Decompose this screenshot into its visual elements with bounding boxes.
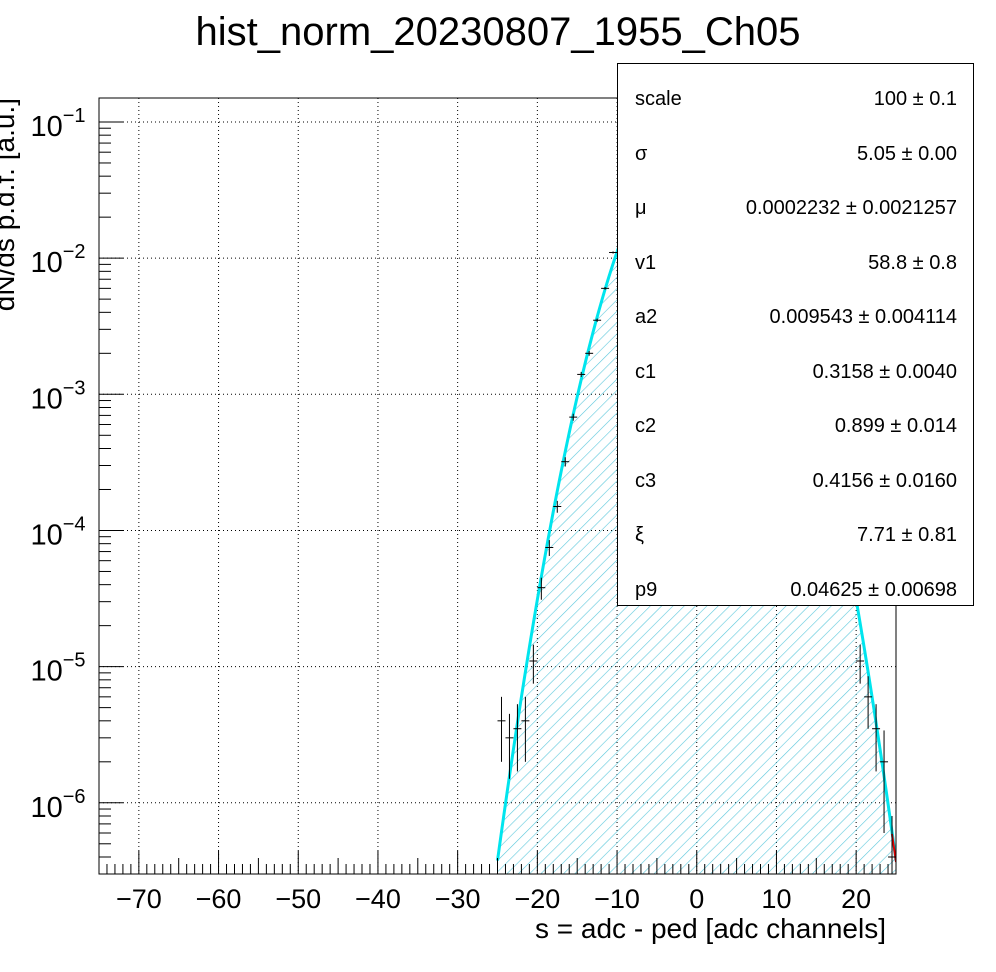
fit-parameter-name: c1: [635, 360, 657, 383]
fit-parameter-value: 58.8 ± 0.8: [868, 251, 957, 274]
fit-parameters-box: scale 100 ± 0.1 σ 5.05 ± 0.00 μ 0.0002232 ± 0…: [617, 63, 974, 606]
y-tick-label: 10−1: [30, 105, 85, 143]
fit-parameter-row: v1 58.8 ± 0.8: [618, 236, 973, 290]
x-tick-label: 0: [689, 884, 704, 914]
y-tick-label: 10−4: [30, 513, 85, 551]
fit-parameter-value: 0.4156 ± 0.0160: [812, 469, 957, 492]
fit-parameter-name: μ: [635, 197, 647, 219]
fit-parameter-value: 0.009543 ± 0.004114: [769, 306, 957, 328]
fit-parameter-value: 100 ± 0.1: [873, 88, 957, 110]
y-axis-label: dN/ds p.d.f. [a.u.]: [0, 98, 20, 311]
fit-parameter-value: 5.05 ± 0.00: [857, 142, 957, 165]
fit-parameter-row: c2 0.899 ± 0.014: [618, 399, 973, 453]
fit-parameter-name: a2: [635, 306, 658, 328]
y-tick-label: 10−5: [30, 650, 85, 688]
x-tick-label: −10: [594, 884, 640, 914]
y-tick-label: 10−3: [30, 377, 85, 415]
y-tick-label: 10−2: [30, 241, 85, 279]
x-tick-label: −50: [275, 884, 321, 914]
fit-parameter-name: p9: [635, 578, 658, 601]
fit-parameter-value: 7.71 ± 0.81: [857, 524, 957, 546]
fit-parameter-row: ξ 7.71 ± 0.81: [618, 508, 973, 562]
fit-parameter-row: a2 0.009543 ± 0.004114: [618, 290, 973, 344]
fit-parameter-name: σ: [635, 142, 648, 165]
fit-parameter-row: p9 0.04625 ± 0.00698: [618, 563, 973, 617]
fit-parameter-value: 0.04625 ± 0.00698: [790, 578, 957, 601]
fit-parameter-value: 0.3158 ± 0.0040: [812, 360, 957, 383]
x-tick-label: −70: [116, 884, 162, 914]
chart-title: hist_norm_20230807_1955_Ch05: [195, 10, 801, 54]
x-tick-label: 20: [841, 884, 871, 914]
y-tick-label: 10−6: [30, 786, 85, 824]
fit-parameter-row: c1 0.3158 ± 0.0040: [618, 345, 973, 399]
x-tick-label: −60: [196, 884, 242, 914]
fit-parameter-value: 0.0002232 ± 0.0021257: [745, 197, 957, 219]
fit-parameter-name: ξ: [635, 524, 644, 546]
fit-parameter-name: c2: [635, 415, 657, 437]
x-tick-label: −30: [435, 884, 481, 914]
x-tick-label: 10: [761, 884, 791, 914]
fit-parameter-row: σ 5.05 ± 0.00: [618, 127, 973, 181]
x-tick-label: −20: [514, 884, 560, 914]
fit-parameter-name: v1: [635, 251, 657, 274]
fit-parameter-row: c3 0.4156 ± 0.0160: [618, 454, 973, 508]
x-tick-label: −40: [355, 884, 401, 914]
fit-parameter-name: scale: [635, 88, 682, 110]
fit-parameter-row: scale 100 ± 0.1: [618, 72, 973, 126]
x-axis-label: s = adc - ped [adc channels]: [535, 913, 886, 944]
fit-parameter-row: μ 0.0002232 ± 0.0021257: [618, 181, 973, 235]
fit-parameter-name: c3: [635, 469, 657, 492]
fit-parameter-value: 0.899 ± 0.014: [834, 415, 957, 437]
